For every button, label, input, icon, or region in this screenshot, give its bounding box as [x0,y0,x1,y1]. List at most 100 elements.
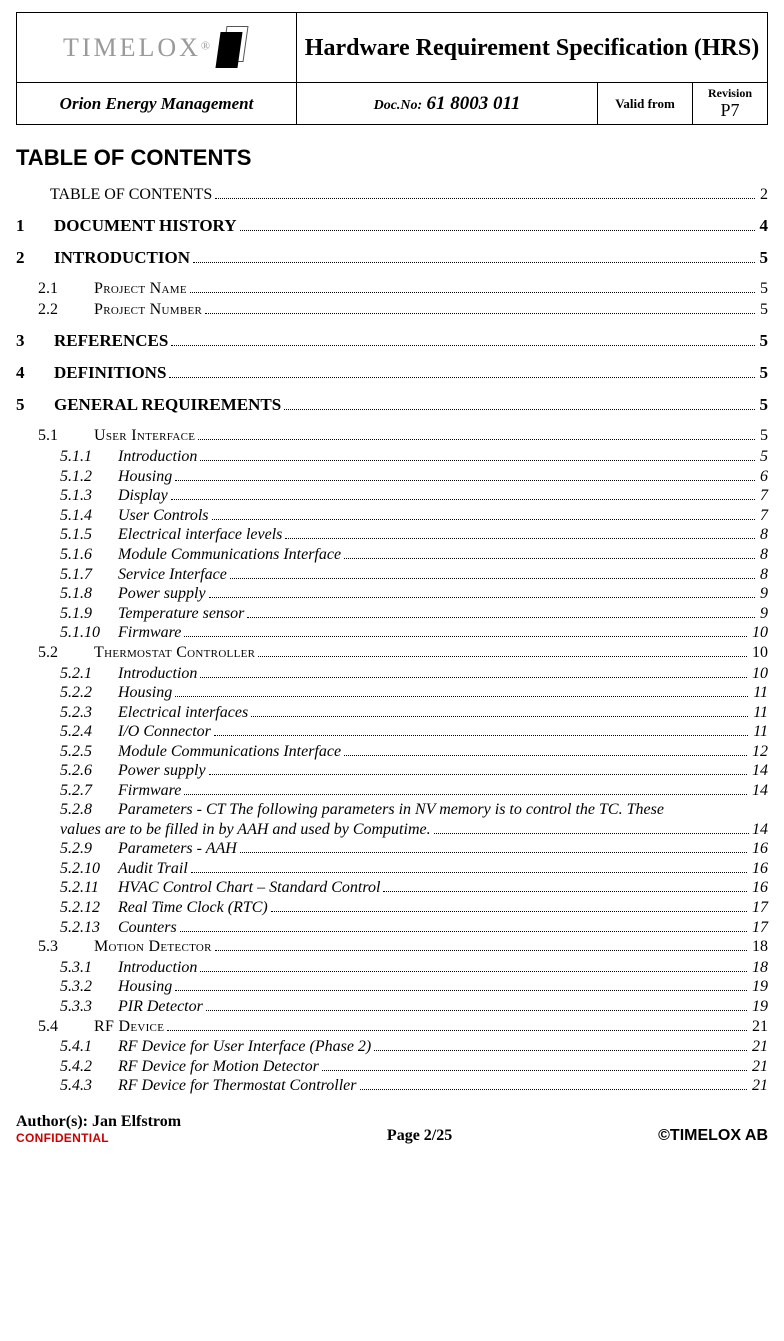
toc-dot-leader [191,859,747,873]
page-footer: Author(s): Jan Elfstrom CONFIDENTIAL Pag… [16,1113,768,1145]
toc-page: 10 [750,665,768,683]
toc-label: Audit Trail [118,860,188,878]
toc-label: Module Communications Interface [118,743,341,761]
toc-label: INTRODUCTION [54,248,190,268]
toc-entry: 5.2.4I/O Connector11 [16,723,768,742]
toc-number: 5.2.8 [60,801,118,819]
toc-number: 5.4.2 [60,1058,118,1076]
toc-dot-leader [285,526,755,540]
toc-entry: 5.2.3Electrical interfaces11 [16,703,768,722]
toc-dot-leader [214,723,748,737]
toc-label: PIR Detector [118,998,203,1016]
toc-label: Thermostat Controller [94,644,255,662]
toc-dot-leader [205,300,755,314]
toc-entry: 2INTRODUCTION5 [16,248,768,268]
toc-dot-leader [344,742,747,756]
toc-page: 9 [758,585,768,603]
toc-label: Housing [118,684,172,702]
toc-page: 21 [750,1058,768,1076]
toc-label: RF Device for User Interface (Phase 2) [118,1038,371,1056]
toc-label: Temperature sensor [118,605,244,623]
toc-page: 21 [750,1038,768,1056]
footer-author: Author(s): Jan Elfstrom [16,1113,181,1131]
toc-dot-leader [284,395,754,409]
toc-page: 5 [758,331,769,351]
toc-page: 5 [758,395,769,415]
toc-entry: 5.2.5Module Communications Interface12 [16,742,768,761]
toc-entry: 5.2.2Housing11 [16,684,768,703]
toc-page: 16 [750,860,768,878]
toc-number: 5.2.7 [60,782,118,800]
toc-page: 18 [750,938,768,956]
toc-number: 5.1 [38,427,94,445]
toc-number: 5.2.4 [60,723,118,741]
toc-page: 5 [758,427,768,445]
toc-number: 1 [16,216,54,236]
toc-dot-leader [247,604,755,618]
toc-label: HVAC Control Chart – Standard Control [118,879,380,897]
toc-number: 5.1.6 [60,546,118,564]
toc-label: RF Device for Thermostat Controller [118,1077,357,1095]
toc-label: DOCUMENT HISTORY [54,216,237,236]
toc-label: RF Device for Motion Detector [118,1058,319,1076]
toc-page: 7 [758,487,768,505]
toc-label: DEFINITIONS [54,363,166,383]
toc-number: 5.3.1 [60,959,118,977]
toc-entry: 5.4RF Device21 [16,1017,768,1036]
toc-dot-leader [374,1038,747,1052]
toc-entry-continuation: values are to be filled in by AAH and us… [16,820,768,839]
toc-label: Housing [118,978,172,996]
toc-dot-leader [209,762,747,776]
toc-page: 4 [758,216,769,236]
revision-cell: Revision P7 [693,83,768,125]
footer-confidential: CONFIDENTIAL [16,1131,181,1145]
document-title: Hardware Requirement Specification (HRS) [297,13,768,83]
docno-cell: Doc.No: 61 8003 011 [297,83,598,125]
toc-number: 5.2 [38,644,94,662]
toc-entry: 3REFERENCES5 [16,331,768,351]
toc-number: 2.2 [38,301,94,319]
toc-page: 8 [758,526,768,544]
toc-page: 8 [758,546,768,564]
toc-dot-leader [200,664,747,678]
toc-entry: 5.2.1Introduction10 [16,664,768,683]
toc-label: Module Communications Interface [118,546,341,564]
toc-heading: TABLE OF CONTENTS [16,145,768,171]
toc-dot-leader [171,487,755,501]
toc-label: Firmware [118,782,181,800]
toc-entry: 2.1Project Name5 [16,280,768,299]
toc-entry: 5.2Thermostat Controller 10 [16,643,768,662]
valid-from-cell: Valid from [598,83,693,125]
toc-label: Electrical interface levels [118,526,282,544]
toc-label: Project Name [94,280,187,298]
toc-page: 5 [758,301,768,319]
toc-label: Display [118,487,168,505]
toc-number: 5.2.2 [60,684,118,702]
toc-number: 5.4 [38,1018,94,1036]
toc-entry: 5.2.11HVAC Control Chart – Standard Cont… [16,879,768,898]
toc-dot-leader [344,545,755,559]
toc-page: 21 [750,1018,768,1036]
footer-copyright: ©TIMELOX AB [658,1127,768,1145]
toc-dot-leader [434,820,749,834]
toc-dot-leader [383,879,747,893]
toc-page: 7 [758,507,768,525]
toc-entry: 5.1.3Display7 [16,487,768,506]
toc-page: 16 [750,879,768,897]
toc-number: 5.3.2 [60,978,118,996]
toc-entry: 5.1.4User Controls7 [16,506,768,525]
toc-entry: 5.4.1RF Device for User Interface (Phase… [16,1038,768,1057]
toc-label: Counters [118,919,177,937]
toc-number: 5.2.13 [60,919,118,937]
toc-entry: 5.2.12Real Time Clock (RTC)17 [16,898,768,917]
toc-entry: 5GENERAL REQUIREMENTS5 [16,395,768,415]
toc-page: 14 [752,821,768,839]
toc-page: 10 [750,644,768,662]
header-table: TIMELOX® Hardware Requirement Specificat… [16,12,768,125]
toc-entry: 5.2.10Audit Trail16 [16,859,768,878]
toc-label: User Interface [94,427,195,445]
toc-entry: 4DEFINITIONS5 [16,363,768,383]
docno-label: Doc.No: [374,98,423,113]
project-name: Orion Energy Management [17,83,297,125]
toc-number: 5.1.2 [60,468,118,486]
